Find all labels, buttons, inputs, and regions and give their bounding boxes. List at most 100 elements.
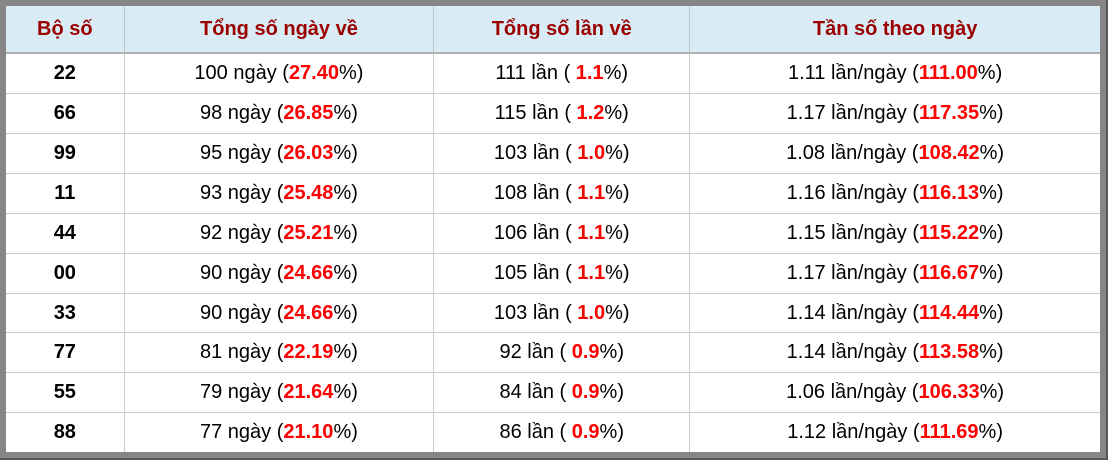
freq-suffix: %): [979, 141, 1005, 164]
times-cell: 115 lần ( 1.2%): [433, 93, 690, 134]
header-row: Bộ số Tổng số ngày về Tổng số lần về Tần…: [6, 6, 1100, 54]
times-suffix: %): [605, 181, 630, 204]
table-row: 88 77 ngày (21.10%) 86 lần ( 0.9%) 1.12 …: [6, 412, 1100, 452]
days-cell: 79 ngày (21.64%): [123, 372, 434, 413]
pair-value: 11: [54, 181, 76, 204]
days-text: 90 ngày (: [199, 261, 284, 284]
times-cell: 105 lần ( 1.1%): [433, 252, 690, 294]
pair-value: 55: [53, 381, 76, 404]
days-cell: 90 ngày (24.66%): [123, 292, 434, 333]
times-percent: 1.2: [576, 102, 605, 125]
times-percent: 0.9: [571, 381, 600, 404]
freq-cell: 1.08 lần/ngày (108.42%): [689, 133, 1100, 174]
days-cell: 81 ngày (22.19%): [123, 332, 434, 373]
times-cell: 103 lần ( 1.0%): [433, 292, 690, 333]
times-text: 106 lần (: [493, 221, 578, 244]
days-suffix: %): [333, 341, 358, 364]
freq-cell: 1.15 lần/ngày (115.22%): [689, 212, 1100, 254]
days-cell: 92 ngày (25.21%): [123, 212, 434, 254]
days-suffix: %): [339, 62, 364, 85]
days-text: 95 ngày (: [199, 141, 284, 164]
pair-cell: 11: [6, 172, 125, 214]
days-text: 77 ngày (: [199, 421, 284, 444]
pair-cell: 44: [6, 212, 125, 254]
times-percent: 0.9: [571, 341, 600, 364]
times-cell: 84 lần ( 0.9%): [433, 372, 690, 413]
days-text: 90 ngày (: [199, 301, 284, 324]
column-header-total-days: Tổng số ngày về: [123, 6, 434, 54]
pair-cell: 00: [6, 252, 125, 294]
freq-suffix: %): [979, 261, 1004, 284]
freq-suffix: %): [978, 421, 1003, 444]
pair-value: 88: [53, 421, 76, 444]
days-cell: 95 ngày (26.03%): [123, 133, 434, 174]
days-percent: 24.66: [283, 261, 334, 284]
table-row: 99 95 ngày (26.03%) 103 lần ( 1.0%) 1.08…: [6, 133, 1100, 174]
column-header-label: Tần số theo ngày: [812, 17, 978, 40]
times-percent: 1.1: [577, 221, 606, 244]
column-header-total-times: Tổng số lần về: [433, 6, 690, 54]
days-cell: 90 ngày (24.66%): [123, 252, 434, 294]
freq-text: 1.15 lần/ngày (: [786, 221, 919, 244]
times-suffix: %): [605, 141, 630, 164]
times-percent: 1.1: [577, 261, 606, 284]
days-percent: 21.64: [283, 381, 334, 404]
freq-percent: 116.13: [919, 181, 980, 204]
times-suffix: %): [599, 421, 624, 444]
table-row: 66 98 ngày (26.85%) 115 lần ( 1.2%) 1.17…: [6, 93, 1100, 134]
freq-percent: 116.67: [919, 261, 980, 284]
times-cell: 86 lần ( 0.9%): [433, 412, 690, 452]
days-suffix: %): [333, 261, 358, 284]
times-text: 108 lần (: [493, 181, 578, 204]
pair-cell: 77: [6, 332, 125, 373]
times-percent: 1.1: [577, 181, 606, 204]
table-row: 22 100 ngày (27.40%) 111 lần ( 1.1%) 1.1…: [6, 52, 1100, 94]
days-percent: 22.19: [283, 341, 334, 364]
days-cell: 77 ngày (21.10%): [123, 412, 434, 452]
times-suffix: %): [599, 381, 624, 404]
freq-cell: 1.14 lần/ngày (114.44%): [689, 292, 1100, 333]
freq-suffix: %): [979, 301, 1004, 324]
table-row: 11 93 ngày (25.48%) 108 lần ( 1.1%) 1.16…: [6, 172, 1100, 214]
times-text: 92 lần (: [499, 341, 572, 364]
days-percent: 26.85: [283, 102, 334, 125]
pair-cell: 88: [6, 412, 125, 452]
freq-suffix: %): [979, 181, 1004, 204]
times-suffix: %): [604, 102, 629, 125]
column-header-frequency: Tần số theo ngày: [689, 6, 1100, 54]
days-text: 79 ngày (: [199, 381, 284, 404]
pair-cell: 99: [6, 133, 125, 174]
times-percent: 1.0: [577, 141, 606, 164]
pair-value: 00: [53, 261, 76, 284]
times-suffix: %): [603, 62, 629, 85]
table-row: 55 79 ngày (21.64%) 84 lần ( 0.9%) 1.06 …: [6, 372, 1100, 413]
freq-text: 1.17 lần/ngày (: [786, 102, 919, 125]
freq-cell: 1.14 lần/ngày (113.58%): [689, 332, 1100, 373]
pair-value: 22: [53, 62, 76, 85]
freq-suffix: %): [979, 102, 1004, 125]
freq-percent: 113.58: [919, 341, 980, 364]
times-cell: 108 lần ( 1.1%): [433, 172, 690, 214]
freq-text: 1.14 lần/ngày (: [786, 341, 919, 364]
times-suffix: %): [605, 261, 630, 284]
pair-value: 44: [53, 221, 76, 244]
freq-text: 1.17 lần/ngày (: [786, 261, 919, 284]
pair-cell: 22: [6, 52, 125, 94]
times-percent: 0.9: [571, 421, 600, 444]
days-cell: 100 ngày (27.40%): [123, 52, 434, 94]
times-text: 111 lần (: [495, 62, 576, 85]
pair-cell: 66: [6, 93, 125, 134]
freq-text: 1.14 lần/ngày (: [786, 301, 919, 324]
times-suffix: %): [599, 341, 624, 364]
days-suffix: %): [333, 221, 358, 244]
freq-text: 1.06 lần/ngày (: [786, 381, 919, 404]
pair-cell: 55: [6, 372, 125, 413]
days-percent: 24.66: [283, 301, 334, 324]
freq-cell: 1.17 lần/ngày (117.35%): [689, 93, 1100, 134]
column-header-pair: Bộ số: [6, 6, 125, 54]
times-suffix: %): [605, 221, 630, 244]
freq-text: 1.11 lần/ngày (: [787, 62, 919, 85]
freq-suffix: %): [979, 381, 1005, 404]
pair-value: 77: [53, 341, 76, 364]
